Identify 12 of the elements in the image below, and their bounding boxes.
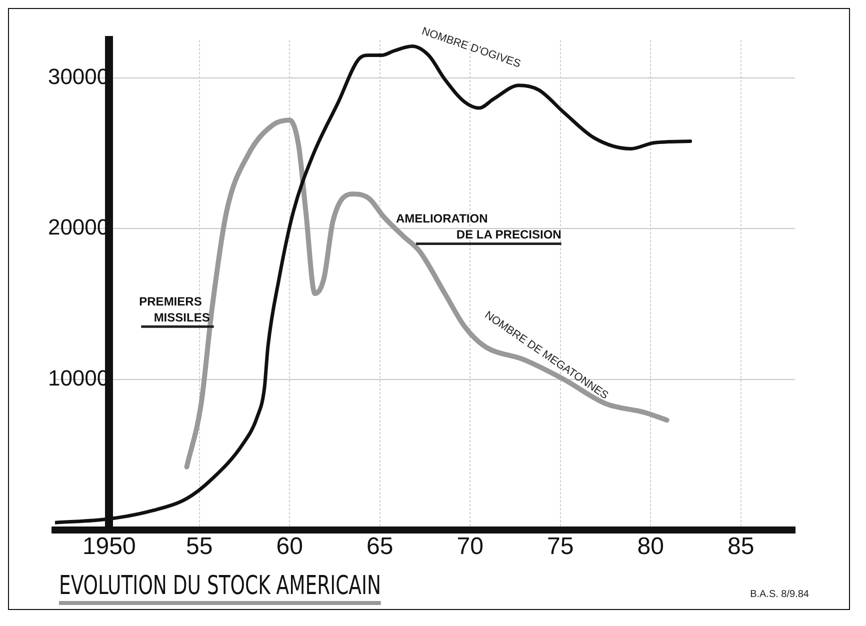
annotation: PREMIERS MISSILES	[139, 294, 210, 325]
x-tick-label: 75	[547, 533, 574, 560]
x-tick-label: 60	[276, 533, 303, 560]
x-tick-label: 1950	[82, 533, 136, 560]
x-tick-label: 55	[186, 533, 213, 560]
text: EVOLUTION DU STOCK AMERICAIN	[59, 571, 382, 605]
x-tick-label: 80	[637, 533, 664, 560]
x-tick-label: 85	[728, 533, 754, 560]
x-tick-label: 65	[366, 533, 394, 560]
x-tick-label: 70	[456, 533, 484, 560]
text: B.A.S. 8/9.84	[750, 589, 809, 600]
annotation: AMELIORATION DE LA PRECISION	[396, 212, 562, 242]
